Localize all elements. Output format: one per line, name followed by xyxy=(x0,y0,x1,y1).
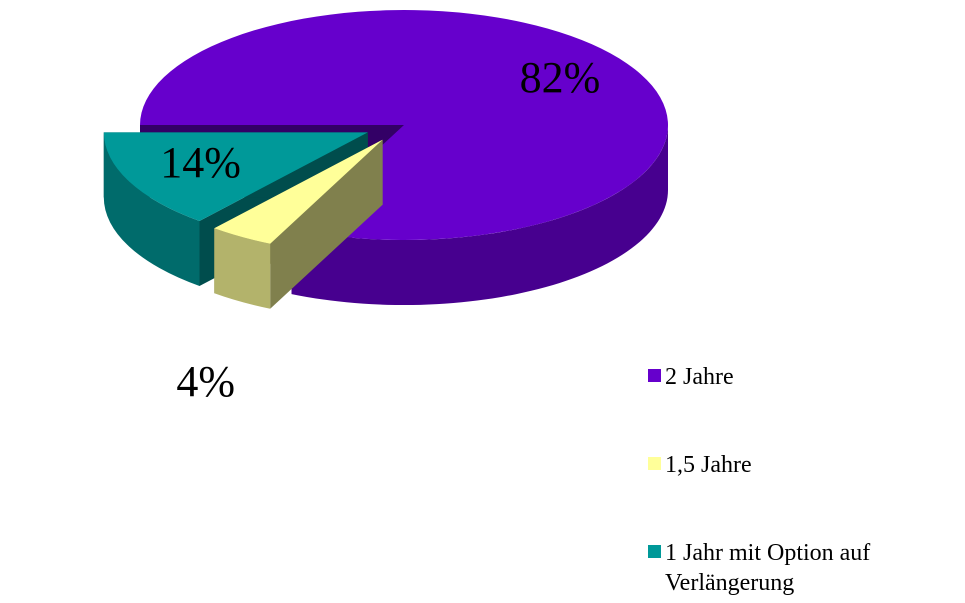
slice xyxy=(140,10,668,241)
data-label: 82% xyxy=(520,53,601,102)
legend: 2 Jahre 1,5 Jahre 1 Jahr mit Option auf Ve… xyxy=(648,362,965,603)
slice-wall xyxy=(103,132,200,286)
legend-label: 2 Jahre xyxy=(665,364,734,390)
legend-swatch xyxy=(648,369,661,382)
legend-entry: 2 Jahre xyxy=(648,362,965,450)
legend-entry: 1,5 Jahre xyxy=(648,450,965,538)
legend-label: 1,5 Jahre xyxy=(665,452,752,478)
slice-wall xyxy=(291,125,668,306)
legend-entry: 1 Jahr mit Option auf Verlängerung xyxy=(648,538,965,603)
data-label: 4% xyxy=(176,357,235,406)
legend-label: 1 Jahr mit Option auf Verlängerung xyxy=(665,540,871,596)
slice-wall xyxy=(214,228,271,309)
slice xyxy=(214,139,383,244)
data-label: 14% xyxy=(160,138,241,187)
legend-swatch xyxy=(648,457,661,470)
slice xyxy=(103,132,368,221)
legend-swatch xyxy=(648,545,661,558)
